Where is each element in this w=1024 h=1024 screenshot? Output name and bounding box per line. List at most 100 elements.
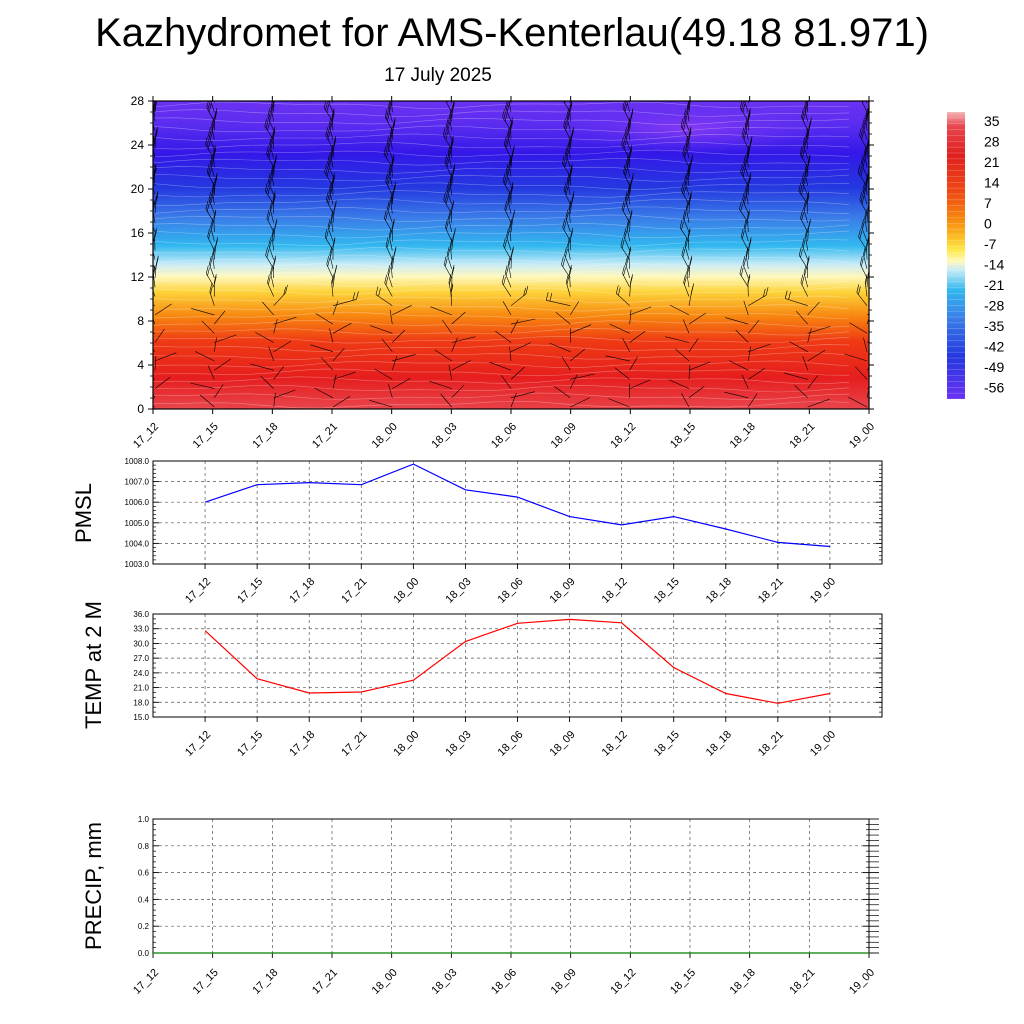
wind-barb-staff — [266, 153, 274, 168]
wind-barb-flag — [804, 267, 807, 276]
wind-barb-staff — [626, 101, 630, 113]
wind-barb-flag — [266, 184, 269, 193]
p1-y-tick-label: 1008.0 — [125, 457, 150, 466]
wind-barb-flag — [386, 175, 389, 184]
wind-barb-flag — [325, 230, 329, 239]
wind-barb-staff — [681, 254, 690, 269]
wind-barb-flag — [621, 201, 625, 210]
wind-barb-flag — [866, 177, 869, 186]
wind-barb-staff — [451, 384, 465, 399]
wind-barb-flag — [864, 81, 866, 89]
colorbar-label: -35 — [984, 318, 1004, 334]
wind-barb-flag — [618, 287, 621, 296]
wind-barb-flag — [328, 221, 332, 230]
wind-barb-staff — [864, 153, 868, 168]
wind-barb-flag — [274, 92, 276, 100]
wind-barb-flag — [206, 265, 209, 274]
wind-barb-flag — [326, 168, 330, 177]
p1-x-tick-label: 19_00 — [808, 576, 838, 606]
wind-barb-flag — [328, 156, 331, 165]
wind-barb-staff — [804, 107, 808, 122]
wind-barb-flag — [763, 288, 766, 297]
wind-barb-flag — [512, 145, 515, 154]
wind-barb-staff — [214, 180, 216, 196]
wind-barb-flag — [328, 195, 331, 205]
wind-barb-flag — [802, 86, 804, 94]
wind-barb-staff — [255, 332, 274, 343]
wind-barb-staff — [315, 313, 334, 325]
wind-barb-flag — [629, 147, 632, 156]
wind-barb-flag — [270, 202, 273, 211]
wind-barb-flag — [798, 182, 802, 191]
wind-barb-staff — [863, 254, 868, 269]
wind-barb-flag — [564, 184, 568, 193]
p1-y-tick-label: 1006.0 — [125, 498, 150, 507]
wind-barb-flag — [451, 138, 454, 147]
wind-barb-flag — [628, 246, 632, 255]
wind-barb-staff — [682, 153, 690, 168]
wind-barb-staff — [449, 116, 452, 131]
wind-barb-staff — [807, 326, 831, 334]
wind-barb-flag — [327, 258, 330, 267]
wind-barb-flag — [568, 135, 571, 145]
p2-y-tick-label: 36.0 — [133, 610, 149, 619]
wind-barb-flag — [565, 209, 569, 218]
wind-barb-flag — [205, 201, 209, 210]
wind-barb-flag — [445, 219, 448, 228]
wind-barb-flag — [626, 90, 628, 98]
wind-barb-staff — [609, 323, 630, 334]
wind-barb-staff — [451, 236, 454, 251]
p3-x-tick-label: 18_03 — [429, 967, 459, 997]
p3-y-tick-label: 0.4 — [138, 895, 150, 904]
wind-barb-staff — [629, 282, 631, 297]
wind-barb-flag — [683, 147, 686, 156]
wind-barb-flag — [146, 155, 148, 163]
wind-barb-flag — [378, 288, 381, 297]
pmsl-grid — [153, 460, 882, 565]
p3-y-tick-label: 0.0 — [138, 949, 150, 958]
wind-barb-staff — [866, 317, 869, 325]
wind-barb-flag — [804, 101, 807, 108]
wind-barb-staff — [332, 180, 334, 196]
wind-barb-flag — [325, 102, 328, 111]
wind-barb-flag — [748, 174, 751, 184]
colorbar-bands — [947, 111, 965, 400]
heatmap-contours — [153, 101, 850, 409]
wind-barb-staff — [682, 217, 690, 233]
contour-line — [153, 198, 850, 206]
wind-barb-flag — [215, 239, 218, 248]
wind-barb-flag — [147, 118, 149, 126]
wind-barb-flag — [388, 140, 391, 149]
wind-barb-staff — [742, 263, 749, 279]
wind-barb-flag — [683, 122, 686, 131]
wind-barb-staff — [739, 273, 749, 288]
wind-barb-flag — [509, 218, 512, 227]
pmsl-x-axis: 17_12 17_15 17_18 17_21 18_00 18_03 18_06 18_09… — [183, 564, 838, 606]
p3-x-tick-label: 19_00 — [847, 967, 877, 997]
wind-barb-flag — [863, 186, 867, 195]
contour-line — [153, 392, 850, 401]
p2-x-tick-label: 17_18 — [287, 729, 317, 759]
wind-barb-flag — [627, 92, 629, 100]
wind-barb-flag — [384, 274, 387, 283]
wind-barb-staff — [194, 351, 215, 362]
wind-barb-staff — [206, 107, 215, 122]
wind-barb-flag — [682, 209, 686, 219]
wind-barb-flag — [449, 276, 452, 285]
wind-barb-flag — [274, 221, 278, 230]
wind-barb-flag — [444, 129, 447, 138]
wind-barb-staff — [725, 317, 749, 325]
wind-barb-staff — [326, 199, 334, 214]
wind-barb-flag — [153, 163, 157, 172]
wind-barb-staff — [864, 282, 868, 297]
wind-barb-flag — [808, 218, 811, 227]
wind-barb-flag — [566, 108, 569, 117]
wind-barb-flag — [571, 131, 574, 140]
wind-barb-flag — [331, 110, 335, 119]
wind-barb-staff — [446, 190, 452, 205]
wind-barb-flag — [687, 163, 690, 172]
wind-barb-flag — [686, 101, 690, 108]
colorbar-label: -42 — [984, 338, 1004, 354]
wind-barb-flag — [375, 286, 379, 295]
wind-barb-flag — [272, 126, 276, 135]
